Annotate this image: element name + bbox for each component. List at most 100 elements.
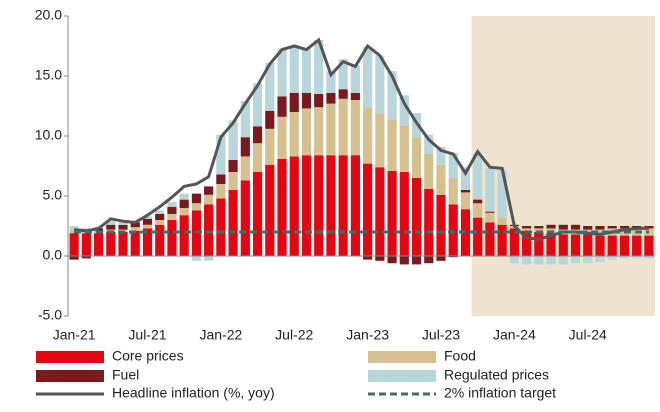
bar-segment bbox=[436, 256, 446, 261]
bar-segment bbox=[460, 192, 471, 210]
bar-segment bbox=[81, 256, 91, 259]
bar-segment bbox=[558, 256, 568, 265]
bar-segment bbox=[436, 164, 446, 195]
bar-segment bbox=[411, 256, 422, 265]
bar-segment bbox=[644, 235, 654, 256]
bar-segment bbox=[130, 230, 140, 256]
bar-segment bbox=[363, 107, 373, 164]
y-tick-label: 10.0 bbox=[35, 127, 62, 143]
bar-segment bbox=[522, 230, 532, 256]
bar-segment bbox=[228, 190, 238, 256]
bar-segment bbox=[558, 234, 568, 256]
bar-segment bbox=[167, 202, 177, 207]
bar-segment bbox=[142, 228, 153, 256]
bar-segment bbox=[546, 233, 556, 256]
bar-segment bbox=[216, 198, 226, 256]
bar-segment bbox=[142, 216, 153, 219]
bar-segment bbox=[448, 256, 458, 258]
bar-segment bbox=[106, 232, 116, 256]
bar-segment bbox=[607, 226, 617, 229]
bar-segment bbox=[375, 113, 385, 168]
bar-segment bbox=[155, 220, 165, 225]
bar-segment bbox=[387, 170, 397, 256]
bar-segment bbox=[485, 212, 495, 223]
bar-segment bbox=[546, 224, 556, 229]
bar-segment bbox=[619, 226, 630, 229]
bar-segment bbox=[350, 155, 360, 256]
bar-segment bbox=[350, 100, 360, 156]
bar-segment bbox=[338, 59, 348, 90]
bar-segment bbox=[595, 235, 605, 256]
bar-segment bbox=[265, 164, 275, 256]
bar-segment bbox=[277, 158, 287, 256]
bar-segment bbox=[448, 178, 458, 205]
bar-segment bbox=[338, 89, 348, 99]
bar-segment bbox=[570, 256, 581, 264]
forecast-shade bbox=[471, 16, 655, 316]
bar-segment bbox=[142, 218, 153, 225]
bar-segment bbox=[399, 95, 409, 126]
bar-segment bbox=[155, 214, 165, 220]
y-tick-label: -5.0 bbox=[38, 307, 62, 323]
x-tick-label: Jul-22 bbox=[275, 327, 313, 343]
bar-segment bbox=[607, 235, 617, 256]
x-tick-label: Jan-22 bbox=[199, 327, 242, 343]
legend-label: Regulated prices bbox=[444, 367, 549, 383]
bar-segment bbox=[632, 256, 642, 259]
legend-swatch bbox=[368, 351, 436, 363]
bar-segment bbox=[252, 83, 263, 127]
bar-segment bbox=[509, 228, 519, 256]
bar-segment bbox=[191, 193, 201, 204]
legend-swatch bbox=[36, 351, 104, 363]
bar-segment bbox=[265, 62, 275, 111]
x-tick-label: Jan-23 bbox=[346, 327, 389, 343]
bar-segment bbox=[301, 155, 312, 256]
headline-line bbox=[73, 37, 649, 241]
bar-segment bbox=[204, 256, 214, 261]
bar-segment bbox=[314, 155, 324, 256]
bar-segment bbox=[522, 256, 532, 265]
bar-segment bbox=[130, 222, 140, 228]
bar-segment bbox=[179, 215, 189, 256]
bar-segment bbox=[546, 256, 556, 265]
bar-segment bbox=[399, 125, 409, 172]
bar-segment bbox=[191, 203, 201, 211]
bar-segment bbox=[252, 126, 263, 144]
legend-swatch bbox=[368, 370, 436, 382]
x-tick-label: Jul-24 bbox=[569, 327, 607, 343]
bar-segment bbox=[204, 204, 214, 256]
bar-segment bbox=[534, 228, 544, 232]
x-tick-label: Jan-21 bbox=[53, 327, 96, 343]
bar-segment bbox=[326, 103, 336, 156]
bar-segment bbox=[338, 155, 348, 256]
bar-segment bbox=[497, 217, 507, 225]
bar-segment bbox=[240, 137, 250, 157]
bar-segment bbox=[326, 71, 336, 93]
bar-segment bbox=[252, 172, 263, 256]
bar-segment bbox=[191, 256, 201, 261]
bar-segment bbox=[301, 92, 312, 109]
bar-segment bbox=[240, 180, 250, 256]
bar-segment bbox=[69, 256, 79, 260]
bar-segment bbox=[106, 224, 116, 230]
bar-segment bbox=[118, 222, 128, 225]
bar-segment bbox=[265, 110, 275, 129]
bar-segment bbox=[314, 107, 324, 156]
bar-segment bbox=[167, 206, 177, 214]
bar-segment bbox=[534, 232, 544, 256]
bar-segment bbox=[424, 188, 434, 256]
bar-segment bbox=[485, 168, 495, 212]
bar-segment bbox=[167, 214, 177, 220]
bar-segment bbox=[411, 178, 422, 256]
bar-segment bbox=[277, 48, 287, 97]
bar-segment bbox=[473, 203, 483, 218]
bar-segment bbox=[424, 134, 434, 154]
legend-label: Food bbox=[444, 348, 476, 364]
bar-segment bbox=[522, 226, 532, 229]
bar-segment bbox=[289, 46, 299, 93]
bar-segment bbox=[118, 224, 128, 230]
legend-label: Core prices bbox=[112, 348, 184, 364]
bar-segment bbox=[301, 48, 312, 93]
bar-segment bbox=[130, 227, 140, 231]
bar-segment bbox=[155, 210, 165, 214]
